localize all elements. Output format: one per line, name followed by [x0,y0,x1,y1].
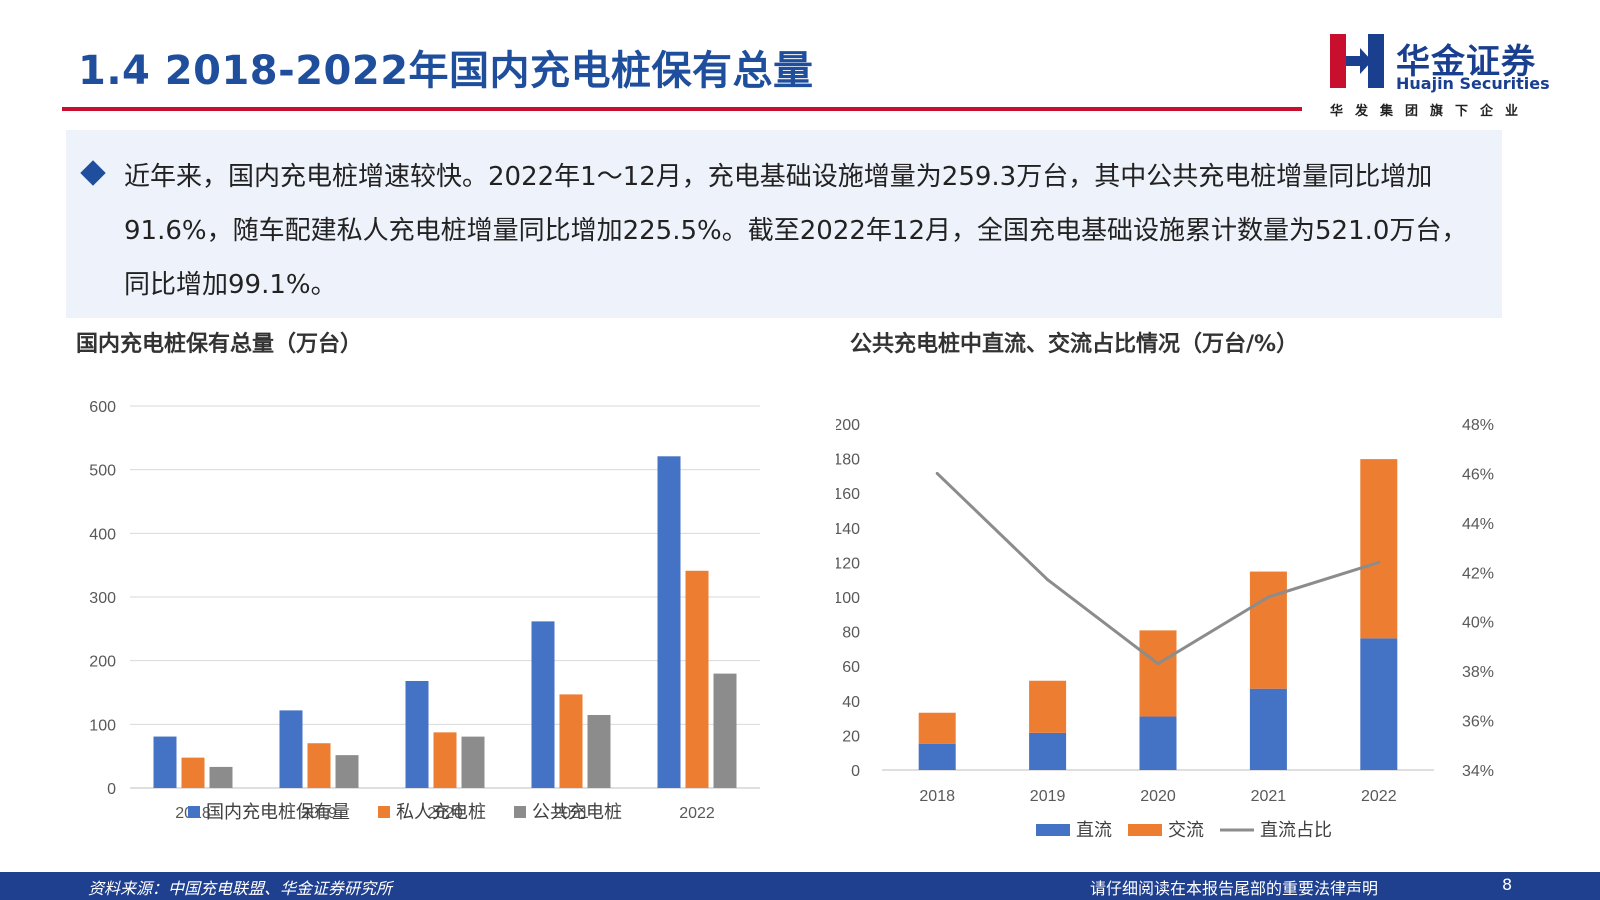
y-tick-label: 140 [836,521,860,538]
huajin-logo-icon [1330,34,1384,88]
y2-tick-label: 36% [1462,714,1494,731]
bar-segment [918,712,956,744]
logo-chinese-name: 华金证券 [1396,42,1536,82]
bar [657,456,681,788]
y-tick-label: 80 [842,625,860,642]
legend-swatch [514,806,526,818]
dc-share-point [1156,662,1160,666]
y-tick-label: 40 [842,694,860,711]
summary-text: 近年来，国内充电桩增速较快。2022年1～12月，充电基础设施增量为259.3万… [124,162,1468,300]
dc-share-point [935,471,939,475]
bar-segment [1249,688,1287,770]
y-tick-label: 600 [89,399,116,416]
page-title: 1.4 2018-2022年国内充电桩保有总量 [78,48,814,94]
y2-tick-label: 38% [1462,664,1494,681]
bar [685,570,709,788]
bar [209,766,233,788]
x-tick-label: 2021 [1251,788,1287,805]
y-tick-label: 180 [836,452,860,469]
bar [335,755,359,788]
bar [279,710,303,788]
bar [433,732,457,788]
charging-pile-total-chart: 010020030040050060020182019202020212022国… [89,399,760,822]
legend-label: 国内充电桩保有量 [206,802,350,822]
y2-tick-label: 42% [1462,565,1494,582]
bar [713,673,737,788]
y-tick-label: 120 [836,555,860,572]
x-tick-label: 2021 [553,805,589,822]
legend-swatch [188,806,200,818]
chart1-title: 国内充电桩保有总量（万台） [76,332,363,357]
y-tick-label: 500 [89,463,116,480]
bar-segment [1360,638,1398,770]
footer-bar: 资料来源：中国充电联盟、华金证券研究所 请仔细阅读在本报告尾部的重要法律声明 8 [0,872,1600,900]
x-tick-label: 2022 [679,805,715,822]
x-tick-label: 2020 [427,805,463,822]
bar-segment [1139,630,1177,717]
legend-swatch [1128,824,1162,836]
x-tick-label: 2022 [1361,788,1397,805]
bar [405,680,429,788]
bar-segment [918,743,956,770]
bar-segment [1139,716,1177,770]
footer-source: 资料来源：中国充电联盟、华金证券研究所 [88,879,393,898]
y2-tick-label: 46% [1462,466,1494,483]
y-tick-label: 0 [107,781,116,798]
legend-label: 交流 [1168,820,1204,840]
logo-english-name: Huajin Securities [1396,74,1550,93]
y-tick-label: 100 [89,717,116,734]
bar [587,714,611,788]
x-tick-label: 2020 [1140,788,1176,805]
y-tick-label: 0 [851,763,860,780]
y-tick-label: 400 [89,526,116,543]
legend-label: 私人充电桩 [396,802,486,822]
legend-label: 直流 [1076,820,1112,840]
chart2-title: 公共充电桩中直流、交流占比情况（万台/%） [850,332,1299,357]
bar-segment [1249,571,1287,689]
bar [461,736,485,788]
y2-tick-label: 44% [1462,516,1494,533]
bar [559,694,583,788]
bar-segment [1360,459,1398,639]
dc-share-point [1266,595,1270,599]
y2-tick-label: 40% [1462,615,1494,632]
company-logo: 华金证券 Huajin Securities 华发集团旗下企业 [1330,34,1570,120]
y-tick-label: 60 [842,659,860,676]
y-tick-label: 200 [89,654,116,671]
bar-segment [1029,732,1067,770]
summary-box: 近年来，国内充电桩增速较快。2022年1～12月，充电基础设施增量为259.3万… [66,130,1502,318]
y-tick-label: 20 [842,728,860,745]
bar [181,757,205,788]
bar [153,736,177,788]
x-tick-label: 2018 [919,788,955,805]
dc-share-point [1046,578,1050,582]
legend-swatch [378,806,390,818]
legend-label: 公共充电桩 [532,802,622,822]
bar [307,743,331,788]
bar-segment [1029,680,1067,733]
y-tick-label: 200 [836,417,860,434]
y2-tick-label: 48% [1462,417,1494,434]
x-tick-label: 2019 [1030,788,1066,805]
y-tick-label: 100 [836,590,860,607]
x-tick-label: 2019 [301,805,337,822]
bar [531,621,555,788]
legend-swatch [1036,824,1070,836]
title-divider [62,107,1302,111]
footer-disclaimer: 请仔细阅读在本报告尾部的重要法律声明 [1090,879,1379,898]
legend-label: 直流占比 [1260,820,1332,840]
diamond-bullet-icon [80,160,106,186]
dc-ac-share-chart: 0 20 40 60 80 100 120 140 160 180 200 34% 36% 38% 40% 4… [836,417,1494,840]
y-tick-label: 300 [89,590,116,607]
dc-share-point [1377,560,1381,564]
y2-tick-label: 34% [1462,763,1494,780]
page-number: 8 [1502,875,1513,894]
y-tick-label: 160 [836,486,860,503]
logo-tagline: 华发集团旗下企业 [1330,104,1531,119]
